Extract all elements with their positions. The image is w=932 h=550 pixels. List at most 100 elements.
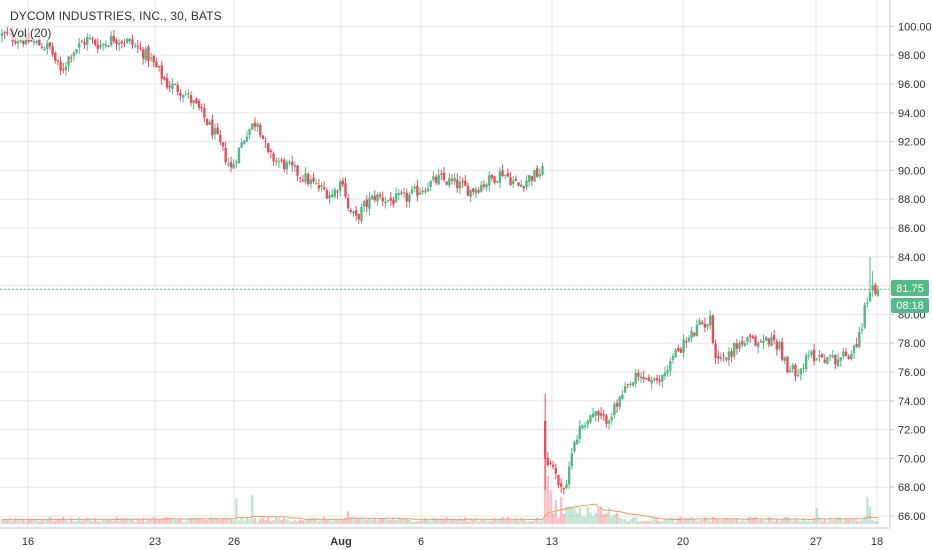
candle-body xyxy=(562,488,566,490)
volume-bar xyxy=(440,520,443,524)
candle-body xyxy=(155,61,158,68)
volume-bar xyxy=(6,520,9,524)
volume-bar xyxy=(216,517,219,524)
volume-bar xyxy=(741,520,744,524)
volume-bar xyxy=(128,519,132,524)
volume-bar xyxy=(868,506,872,524)
candle-body xyxy=(610,416,613,421)
volume-bar xyxy=(818,517,821,524)
candle-body xyxy=(820,353,824,358)
price-tick-label: 96.00 xyxy=(898,79,926,91)
volume-bar xyxy=(272,520,275,524)
volume-bar xyxy=(261,517,265,524)
volume-bar xyxy=(40,519,44,524)
volume-bar xyxy=(764,521,768,524)
candle-body xyxy=(277,161,281,163)
candle-body xyxy=(599,413,603,416)
volume-bar xyxy=(719,520,723,524)
volume-bar xyxy=(685,517,688,524)
volume-bar xyxy=(533,519,536,524)
candle-body xyxy=(56,59,60,62)
volume-bar xyxy=(679,516,683,524)
volume-bar xyxy=(22,519,25,524)
volume-bar xyxy=(229,519,233,524)
candle-body xyxy=(434,176,438,183)
volume-bar xyxy=(336,518,339,524)
volume-bar xyxy=(780,518,784,524)
price-tick-label: 92.00 xyxy=(898,137,926,149)
volume-bar xyxy=(661,520,664,524)
volume-bar xyxy=(711,516,715,524)
volume-bar xyxy=(453,519,456,524)
volume-bar xyxy=(120,517,124,524)
candle-body xyxy=(509,177,512,185)
candle-body xyxy=(730,351,733,357)
volume-bar xyxy=(844,518,848,524)
volume-bar xyxy=(496,520,499,524)
candle-body xyxy=(812,349,816,362)
price-tick-label: 66.00 xyxy=(898,511,926,523)
volume-bar xyxy=(51,520,54,524)
volume-bar xyxy=(751,518,755,524)
volume-bar xyxy=(139,520,142,524)
volume-bar xyxy=(70,517,73,524)
candle-body xyxy=(216,127,219,134)
volume-bar xyxy=(269,521,273,524)
volume-bar xyxy=(368,518,371,524)
candle-body xyxy=(477,190,480,193)
volume-bar xyxy=(421,520,424,524)
candle-body xyxy=(834,354,837,365)
volume-bar xyxy=(448,520,451,524)
candle-body xyxy=(267,143,270,153)
candle-body xyxy=(322,187,326,190)
time-axis[interactable]: 16 23 26 Aug 6 13 20 27 18 xyxy=(22,536,883,548)
volume-bar xyxy=(567,506,571,524)
time-tick-label: 27 xyxy=(810,536,822,548)
volume-bar xyxy=(378,518,382,524)
candle-body xyxy=(173,84,177,86)
candle-body xyxy=(147,46,150,61)
candle-body xyxy=(346,198,350,208)
candle-body xyxy=(706,324,709,327)
volume-bar xyxy=(828,517,832,524)
volume-bar xyxy=(770,517,773,524)
candle-body xyxy=(370,195,374,200)
volume-bar xyxy=(381,518,384,524)
candle-body xyxy=(32,41,36,43)
volume-bar xyxy=(285,519,289,524)
volume-bar xyxy=(647,520,651,524)
candle-body xyxy=(272,153,275,162)
candle-body xyxy=(855,344,858,347)
candle-body xyxy=(19,40,22,42)
candle-body xyxy=(59,61,62,71)
volume-bar xyxy=(791,520,794,524)
candle-body xyxy=(733,343,736,357)
volume-bar xyxy=(16,520,20,524)
volume-indicator-label[interactable]: Vol (20) xyxy=(8,26,54,40)
volume-bar xyxy=(237,520,241,524)
volume-bar xyxy=(328,519,331,524)
volume-bar xyxy=(631,517,635,524)
candle-body xyxy=(850,353,853,360)
volume-bar xyxy=(179,518,182,524)
candle-body xyxy=(594,411,597,416)
candle-body xyxy=(354,210,358,216)
candle-body xyxy=(775,341,779,350)
candle-body xyxy=(456,179,459,189)
candle-body xyxy=(858,331,861,348)
candle-body xyxy=(0,33,4,36)
volume-bar xyxy=(221,517,225,524)
volume-bar xyxy=(730,518,733,524)
volume-bar xyxy=(78,517,81,524)
volume-bar xyxy=(240,517,243,524)
volume-bar xyxy=(187,518,190,524)
candle-body xyxy=(184,94,187,96)
volume-bar xyxy=(168,518,171,524)
candle-body xyxy=(746,337,749,342)
volume-bar xyxy=(602,514,605,524)
candle-body xyxy=(735,343,739,349)
candle-body xyxy=(221,142,225,147)
candle-body xyxy=(317,185,321,189)
candle-body xyxy=(48,42,52,47)
